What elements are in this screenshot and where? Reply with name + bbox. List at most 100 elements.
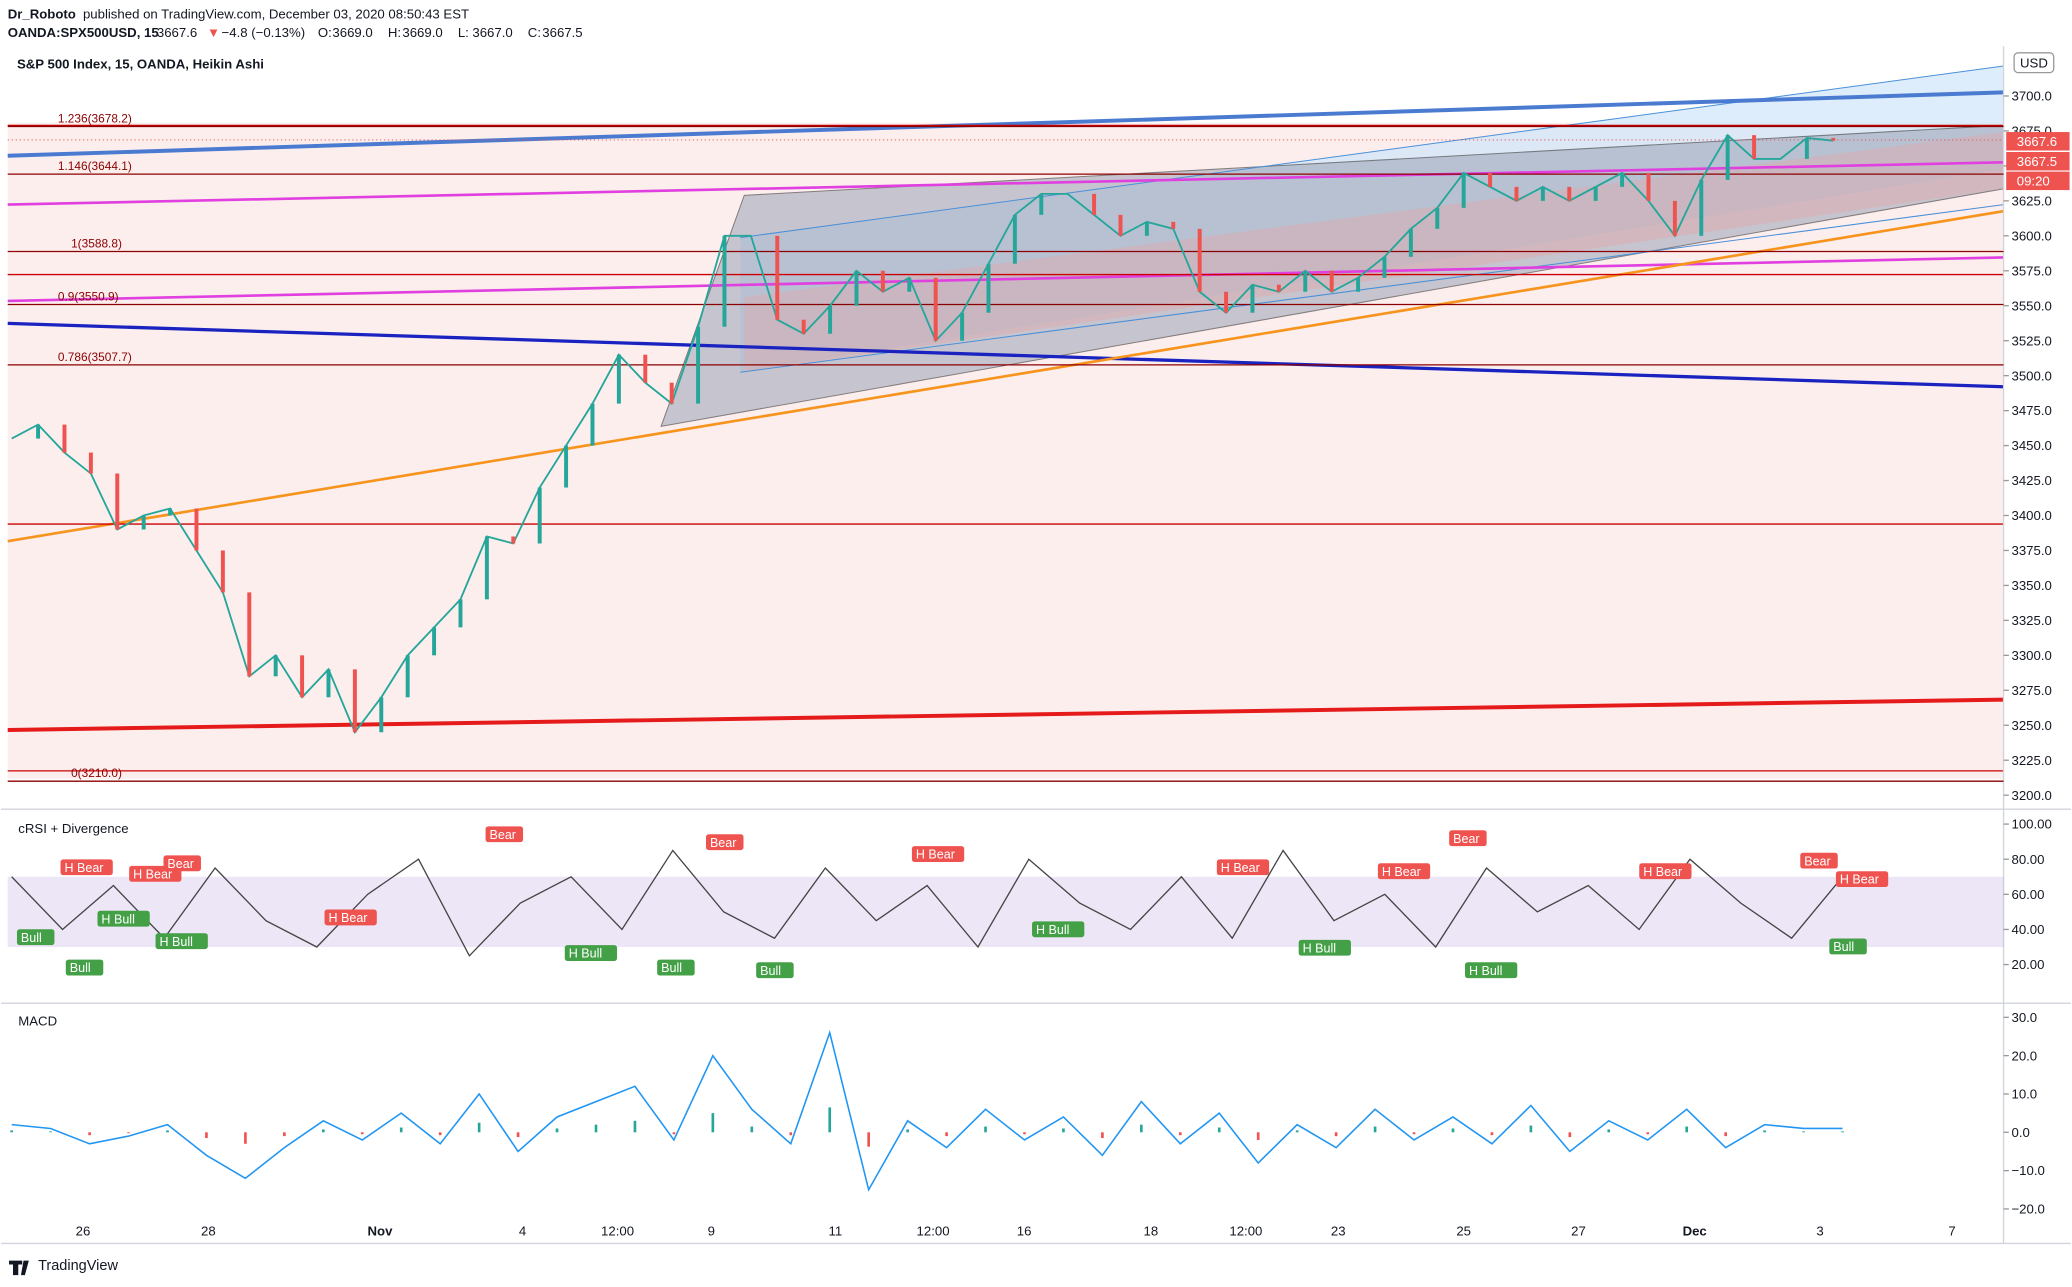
y-tick-label: 80.00 <box>2011 852 2044 867</box>
y-tick-label: 3225.0 <box>2011 753 2051 768</box>
macd-hist <box>1607 1129 1611 1133</box>
divergence-tag <box>60 859 113 876</box>
ohlc-label: O: <box>318 25 332 40</box>
y-tick-label: 3200.0 <box>2011 788 2051 803</box>
ohlc-label: H: <box>388 25 401 40</box>
divergence-tag <box>324 909 377 926</box>
divergence-tag <box>1835 871 1889 888</box>
divergence-tag <box>485 826 524 843</box>
x-tick-label: 12:00 <box>917 1224 950 1239</box>
y-tick-label: 3450.0 <box>2011 438 2051 453</box>
macd-hist <box>1140 1124 1143 1133</box>
price-badge-label: 3667.6 <box>2017 134 2057 149</box>
divergence-tag <box>706 834 744 851</box>
macd-hist <box>1412 1132 1416 1135</box>
macd-hist <box>867 1132 870 1147</box>
fib-label: 1.146(3644.1) <box>58 159 132 173</box>
macd-hist <box>672 1132 676 1135</box>
macd-hist <box>1256 1132 1260 1140</box>
divergence-tag <box>1298 939 1351 956</box>
x-tick-label: 25 <box>1456 1224 1471 1239</box>
divergence-label: H Bear <box>64 861 103 875</box>
divergence-label: H Bull <box>101 912 134 926</box>
divergence-label: H Bear <box>328 911 367 925</box>
change-arrow: ▼ <box>207 25 220 40</box>
fib-label: 0.9(3550.9) <box>58 290 119 304</box>
macd-hist <box>1490 1132 1494 1136</box>
y-tick-label: −10.0 <box>2011 1163 2044 1178</box>
y-tick-label: 3600.0 <box>2011 228 2051 243</box>
fib-label: 0.786(3507.7) <box>58 350 132 364</box>
divergence-label: H Bear <box>1382 865 1421 879</box>
macd-hist <box>360 1132 364 1135</box>
divergence-tag <box>657 959 695 976</box>
y-tick-label: 30.0 <box>2011 1010 2037 1025</box>
macd-title: MACD <box>18 1014 57 1029</box>
macd-hist <box>88 1132 91 1136</box>
macd-hist <box>1724 1132 1727 1137</box>
crsi-line <box>11 849 1844 957</box>
divergence-label: H Bear <box>916 848 955 862</box>
divergence-tag <box>911 846 965 862</box>
macd-hist <box>906 1129 909 1133</box>
x-tick-label: 3 <box>1816 1224 1823 1239</box>
macd-hist <box>321 1129 325 1133</box>
macd-hist <box>984 1126 987 1133</box>
macd-hist <box>127 1132 130 1134</box>
divergence-tag <box>756 962 794 979</box>
macd-hist <box>594 1124 598 1133</box>
macd-hist <box>1529 1125 1533 1133</box>
y-tick-label: 3275.0 <box>2011 683 2051 698</box>
x-tick-label: 23 <box>1331 1224 1346 1239</box>
divergence-tag <box>564 945 618 961</box>
ohlc-value: 3667.0 <box>472 25 512 40</box>
macd-hist <box>1763 1130 1766 1133</box>
macd-hist <box>10 1130 13 1133</box>
currency-box[interactable] <box>2013 52 2055 74</box>
trend-line <box>7 90 2004 158</box>
price-badge <box>2006 132 2070 151</box>
change: −4.8 (−0.13%) <box>222 25 306 40</box>
x-tick-label: 16 <box>1017 1224 1032 1239</box>
x-tick-label: 9 <box>708 1224 715 1239</box>
divergence-tag <box>1639 863 1692 880</box>
price-badge-label: 3667.5 <box>2017 154 2057 169</box>
price-badge <box>2006 151 2070 171</box>
y-tick-label: 3325.0 <box>2011 613 2051 628</box>
divergence-tag <box>155 933 208 950</box>
divergence-label: Bull <box>760 964 781 978</box>
x-tick-label: 28 <box>201 1224 216 1239</box>
macd-hist <box>1062 1128 1065 1133</box>
ohlc-value: 3669.0 <box>402 25 442 40</box>
currency[interactable]: USD <box>2020 55 2048 70</box>
divergence-label: Bear <box>167 857 193 871</box>
macd-hist <box>244 1132 247 1144</box>
divergence-label: Bull <box>70 961 91 975</box>
x-tick-label: 12:00 <box>601 1224 634 1239</box>
ohlc-value: 3669.0 <box>332 25 372 40</box>
y-tick-label: 3250.0 <box>2011 718 2051 733</box>
divergence-label: H Bear <box>1221 861 1260 875</box>
divergence-tag <box>1800 852 1838 869</box>
x-tick-label: 7 <box>1948 1224 1955 1239</box>
x-tick-label: 4 <box>519 1224 526 1239</box>
divergence-label: Bear <box>1804 854 1830 868</box>
fib-label: 1.236(3678.2) <box>58 112 132 126</box>
macd-line <box>11 1029 1843 1192</box>
price-badge-label: 09:20 <box>2017 173 2050 188</box>
macd-hist <box>1217 1127 1221 1133</box>
price-badge <box>2006 171 2070 191</box>
y-tick-label: 3400.0 <box>2011 508 2051 523</box>
trend-line <box>7 209 2004 543</box>
divergence-label: H Bull <box>569 947 602 961</box>
trend-line <box>7 321 2004 389</box>
divergence-label: H Bull <box>1036 923 1069 937</box>
divergence-tag <box>16 929 55 946</box>
y-tick-label: 3575.0 <box>2011 263 2051 278</box>
macd-hist <box>750 1126 754 1133</box>
divergence-label: Bull <box>21 931 42 945</box>
macd-hist <box>633 1120 637 1133</box>
macd-hist <box>945 1132 948 1137</box>
divergence-label: H Bull <box>1303 941 1336 955</box>
